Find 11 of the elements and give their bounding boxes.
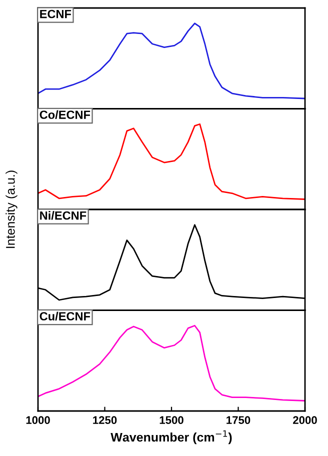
x-tick-label: 1000 [26, 416, 50, 424]
chart-title: ECNF [40, 10, 72, 18]
x-tick-label: 1250 [93, 416, 117, 424]
x-tick-label: 2000 [293, 416, 317, 424]
x-tick-label: 1500 [160, 416, 184, 424]
y-axis-title: Intensity (a.u.) [6, 170, 18, 248]
x-axis-title: Wavenumber (cm$^{−1}$) [110, 430, 232, 444]
chart-title: Co/ECNF [40, 110, 90, 120]
chart-title: Cu/ECNF [40, 312, 90, 321]
chart-title: Ni/ECNF [40, 211, 86, 220]
x-tick-label: 1750 [226, 416, 250, 424]
